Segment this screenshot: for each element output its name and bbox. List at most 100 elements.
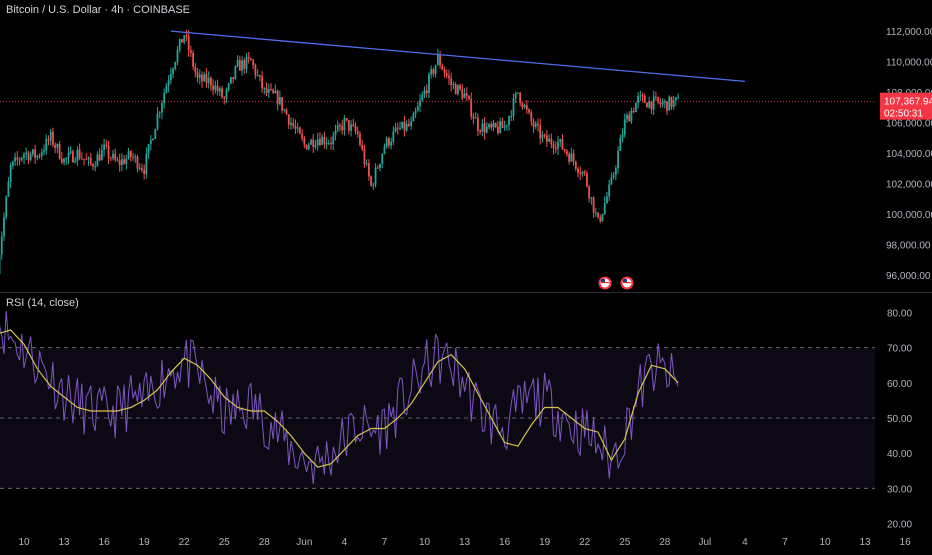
candle-body: [497, 127, 499, 133]
candle-body: [662, 103, 664, 104]
candle-body: [192, 53, 194, 67]
price-axis[interactable]: 112,000.00110,000.00108,000.00106,000.00…: [880, 27, 932, 282]
candle-body: [174, 62, 176, 68]
candle-body: [101, 150, 103, 160]
candle-body: [666, 101, 668, 110]
price-tick-label: 102,000.00: [886, 179, 932, 190]
time-tick-label: 7: [382, 537, 388, 548]
candle-body: [608, 184, 610, 196]
candle-body: [163, 93, 165, 103]
candle-body: [130, 151, 132, 157]
candle-body: [263, 88, 265, 89]
candle[interactable]: [310, 139, 312, 145]
candle-body: [226, 90, 228, 99]
candle-body: [488, 124, 490, 127]
candle-body: [170, 74, 172, 81]
time-tick-label: 25: [219, 537, 231, 548]
candle[interactable]: [306, 144, 308, 150]
candle-body: [312, 140, 314, 147]
rsi-tick-label: 20.00: [887, 519, 912, 530]
candle-body: [415, 111, 417, 114]
candle-body: [141, 168, 143, 170]
candle-body: [154, 129, 156, 139]
candle[interactable]: [72, 149, 74, 162]
candle[interactable]: [59, 141, 61, 160]
candle-body: [548, 139, 550, 142]
price-tick-label: 98,000.00: [886, 240, 931, 251]
candle-body: [335, 130, 337, 135]
candle-body: [424, 90, 426, 95]
candle-body: [599, 217, 601, 221]
us-flag-event-icon[interactable]: [621, 277, 634, 290]
candle[interactable]: [646, 102, 648, 107]
candle[interactable]: [230, 77, 232, 84]
candle-body: [637, 96, 639, 103]
candle-body: [368, 163, 370, 176]
candle[interactable]: [154, 129, 156, 140]
candle[interactable]: [602, 214, 604, 222]
candle-body: [99, 155, 101, 161]
candle-body: [664, 101, 666, 103]
candle-body: [157, 113, 159, 129]
candle-body: [150, 140, 152, 144]
time-tick-label: 16: [900, 537, 912, 548]
candle[interactable]: [457, 84, 459, 95]
candle-body: [344, 118, 346, 130]
candle[interactable]: [5, 195, 7, 219]
candle-body: [301, 134, 303, 139]
candle-body: [617, 151, 619, 168]
candle-body: [392, 132, 394, 142]
rsi-title: RSI (14, close): [6, 297, 79, 309]
candle-body: [199, 75, 201, 78]
candle-body: [19, 160, 21, 161]
candle-body: [490, 124, 492, 127]
candle[interactable]: [635, 102, 637, 112]
bar-countdown: 02:50:31: [884, 109, 923, 120]
event-icon-canton: [623, 279, 627, 282]
candle-body: [633, 111, 635, 112]
candle-body: [16, 157, 18, 159]
time-tick-label: 28: [659, 537, 671, 548]
current-price-value: 107,367.94: [884, 97, 932, 108]
candle-body: [239, 60, 241, 71]
candle-body: [172, 69, 174, 74]
chart-title: Bitcoin / U.S. Dollar · 4h · COINBASE: [6, 4, 190, 16]
candle-body: [397, 128, 399, 129]
time-tick-label: 16: [99, 537, 111, 548]
candle-body: [412, 114, 414, 121]
candle-body: [430, 69, 432, 74]
candle-body: [252, 60, 254, 65]
candle[interactable]: [181, 39, 183, 43]
candle-body: [292, 123, 294, 126]
candle[interactable]: [401, 122, 403, 129]
candle-body: [364, 149, 366, 164]
candle-body: [524, 105, 526, 107]
candle-body: [143, 170, 145, 174]
candle-body: [45, 139, 47, 151]
candle-body: [646, 103, 648, 108]
candle-body: [190, 50, 192, 53]
candle-body: [550, 139, 552, 145]
candle-body: [566, 151, 568, 154]
candle-body: [203, 74, 205, 81]
candle-body: [241, 60, 243, 70]
candle-body: [290, 123, 292, 125]
us-flag-event-icon[interactable]: [599, 277, 612, 290]
candle-body: [542, 135, 544, 138]
candle-body: [257, 75, 259, 76]
candle-body: [477, 118, 479, 131]
candle-body: [208, 78, 210, 83]
candle-body: [499, 121, 501, 133]
candle-body: [134, 157, 136, 158]
candle-body: [92, 164, 94, 166]
candle-body: [410, 121, 412, 126]
candle-body: [159, 112, 161, 113]
candle[interactable]: [668, 95, 670, 110]
candle[interactable]: [370, 175, 372, 187]
time-tick-label: 4: [342, 537, 348, 548]
candle[interactable]: [234, 65, 236, 80]
candle-body: [94, 166, 96, 167]
candle-body: [188, 36, 190, 50]
candle-body: [595, 213, 597, 214]
